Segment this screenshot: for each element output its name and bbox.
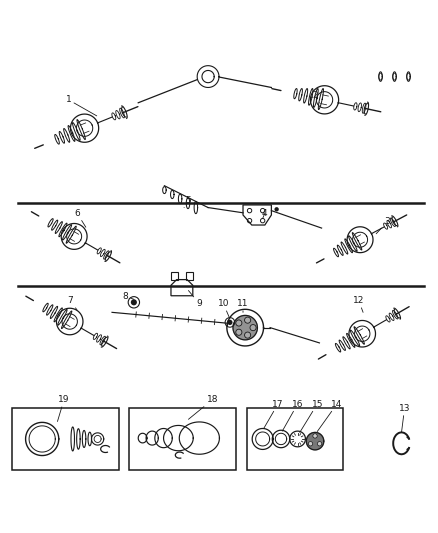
- Circle shape: [131, 299, 137, 305]
- Circle shape: [227, 320, 233, 325]
- Circle shape: [236, 320, 242, 326]
- Text: 5: 5: [184, 196, 191, 207]
- Circle shape: [244, 332, 251, 338]
- Circle shape: [236, 329, 242, 335]
- Circle shape: [318, 441, 322, 446]
- Text: 12: 12: [353, 296, 364, 312]
- Bar: [186, 272, 193, 280]
- Text: 6: 6: [74, 209, 86, 227]
- Text: 7: 7: [68, 296, 77, 310]
- Polygon shape: [233, 316, 258, 340]
- Text: 8: 8: [122, 292, 134, 301]
- Circle shape: [250, 325, 256, 330]
- Text: 17: 17: [264, 400, 284, 428]
- Polygon shape: [306, 432, 324, 450]
- Text: 3: 3: [376, 217, 390, 234]
- Text: 9: 9: [188, 290, 202, 308]
- Bar: [247, 408, 343, 470]
- Text: 15: 15: [300, 400, 323, 432]
- Bar: [12, 408, 119, 470]
- Text: 4: 4: [262, 209, 268, 219]
- Circle shape: [275, 207, 279, 212]
- Bar: [130, 408, 237, 470]
- Text: 18: 18: [188, 395, 218, 419]
- Text: 13: 13: [399, 404, 410, 432]
- Circle shape: [244, 317, 251, 323]
- Bar: [170, 272, 177, 280]
- Circle shape: [313, 434, 317, 438]
- Text: 14: 14: [317, 400, 343, 432]
- Text: 2: 2: [312, 91, 319, 103]
- Text: 19: 19: [57, 395, 70, 422]
- Text: 11: 11: [237, 299, 249, 312]
- Text: 1: 1: [66, 95, 97, 116]
- Text: 16: 16: [283, 400, 304, 431]
- Circle shape: [308, 441, 313, 446]
- Text: 10: 10: [218, 299, 230, 319]
